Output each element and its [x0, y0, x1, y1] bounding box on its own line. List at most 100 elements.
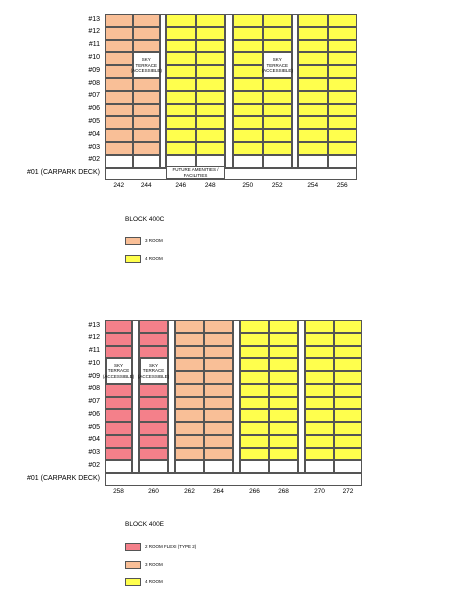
unit-cell: [305, 383, 334, 397]
unit-cell: [298, 39, 328, 53]
unit-cell: [105, 103, 133, 117]
unit-cell: [175, 396, 204, 410]
void-deck-cell: [240, 460, 269, 473]
unit-cell: [327, 14, 357, 27]
unit-cell: [233, 26, 263, 40]
floor-label: #01 (CARPARK DECK): [26, 474, 100, 482]
floor-label: #05: [88, 423, 100, 431]
unit-cell: [262, 116, 292, 130]
unit-cell: [334, 409, 362, 422]
floor-label: #10: [88, 359, 100, 367]
unit-cell: [105, 320, 132, 333]
unit-cell: [175, 434, 204, 448]
floor-label: #04: [88, 130, 100, 138]
legend-swatch: [125, 578, 141, 586]
unit-cell: [132, 103, 160, 117]
unit-cell: [298, 78, 328, 91]
unit-cell: [105, 39, 133, 53]
unit-cell: [166, 90, 196, 104]
unit-cell: [105, 90, 133, 104]
unit-cell: [305, 345, 334, 359]
unit-cell: [166, 39, 196, 53]
floor-label: #03: [88, 143, 100, 151]
unit-cell: [204, 383, 233, 397]
unit-cell: [132, 116, 160, 130]
unit-cell: [139, 447, 168, 461]
unit-cell: [240, 434, 269, 448]
unit-cell: [166, 14, 196, 27]
unit-number: 268: [278, 487, 289, 495]
void-deck-cell: [327, 154, 357, 168]
unit-cell: [269, 422, 298, 435]
unit-cell: [105, 332, 132, 346]
unit-cell: [233, 78, 263, 91]
sky-terrace: SKY TERRACE (ACCESSIBLE): [131, 52, 162, 78]
unit-cell: [105, 65, 133, 78]
unit-cell: [327, 26, 357, 40]
sky-terrace: SKY TERRACE (ACCESSIBLE): [138, 358, 169, 384]
unit-cell: [175, 320, 204, 333]
sky-terrace: SKY TERRACE (ACCESSIBLE): [103, 358, 134, 384]
floor-label: #13: [88, 15, 100, 23]
floor-label: #05: [88, 117, 100, 125]
legend-label: 3 ROOM: [145, 238, 163, 243]
legend-label: 3 ROOM: [145, 562, 163, 567]
unit-cell: [269, 409, 298, 422]
unit-cell: [269, 320, 298, 333]
unit-cell: [262, 103, 292, 117]
unit-cell: [269, 332, 298, 346]
unit-cell: [298, 65, 328, 78]
unit-cell: [195, 39, 225, 53]
unit-cell: [139, 320, 168, 333]
unit-cell: [233, 65, 263, 78]
unit-number: 266: [249, 487, 260, 495]
floor-label: #11: [88, 347, 100, 354]
unit-cell: [195, 26, 225, 40]
gap: [132, 320, 139, 473]
unit-cell: [305, 358, 334, 371]
legend-swatch: [125, 561, 141, 569]
unit-cell: [233, 14, 263, 27]
unit-cell: [139, 383, 168, 397]
gap: [292, 14, 298, 168]
gap: [233, 320, 240, 473]
unit-cell: [327, 129, 357, 142]
unit-cell: [175, 422, 204, 435]
block-title: BLOCK 400C: [125, 216, 165, 223]
unit-cell: [166, 65, 196, 78]
unit-cell: [195, 142, 225, 155]
unit-cell: [327, 52, 357, 66]
block-title: BLOCK 400E: [125, 521, 165, 528]
unit-cell: [262, 14, 292, 27]
void-deck-cell: [233, 154, 263, 168]
unit-cell: [105, 142, 133, 155]
unit-cell: [166, 116, 196, 130]
floor-label: #01 (CARPARK DECK): [26, 169, 100, 177]
unit-number: 270: [314, 487, 325, 495]
unit-cell: [139, 422, 168, 435]
unit-cell: [240, 396, 269, 410]
unit-cell: [139, 396, 168, 410]
unit-cell: [305, 434, 334, 448]
void-deck-cell: [262, 154, 292, 168]
unit-cell: [240, 447, 269, 461]
unit-cell: [233, 129, 263, 142]
unit-cell: [132, 129, 160, 142]
legend-label: 2 ROOM FLEXI (TYPE 2): [145, 544, 197, 549]
unit-number: 244: [140, 182, 152, 190]
unit-cell: [105, 447, 132, 461]
unit-cell: [195, 52, 225, 66]
unit-cell: [334, 434, 362, 448]
unit-cell: [132, 26, 160, 40]
unit-cell: [262, 26, 292, 40]
unit-cell: [262, 39, 292, 53]
unit-cell: [166, 26, 196, 40]
floor-label: #03: [88, 449, 100, 456]
unit-cell: [334, 332, 362, 346]
unit-cell: [240, 332, 269, 346]
floor-label: #08: [88, 79, 100, 87]
sky-terrace: SKY TERRACE (ACCESSIBLE): [262, 52, 293, 78]
unit-cell: [166, 52, 196, 66]
unit-cell: [334, 422, 362, 435]
